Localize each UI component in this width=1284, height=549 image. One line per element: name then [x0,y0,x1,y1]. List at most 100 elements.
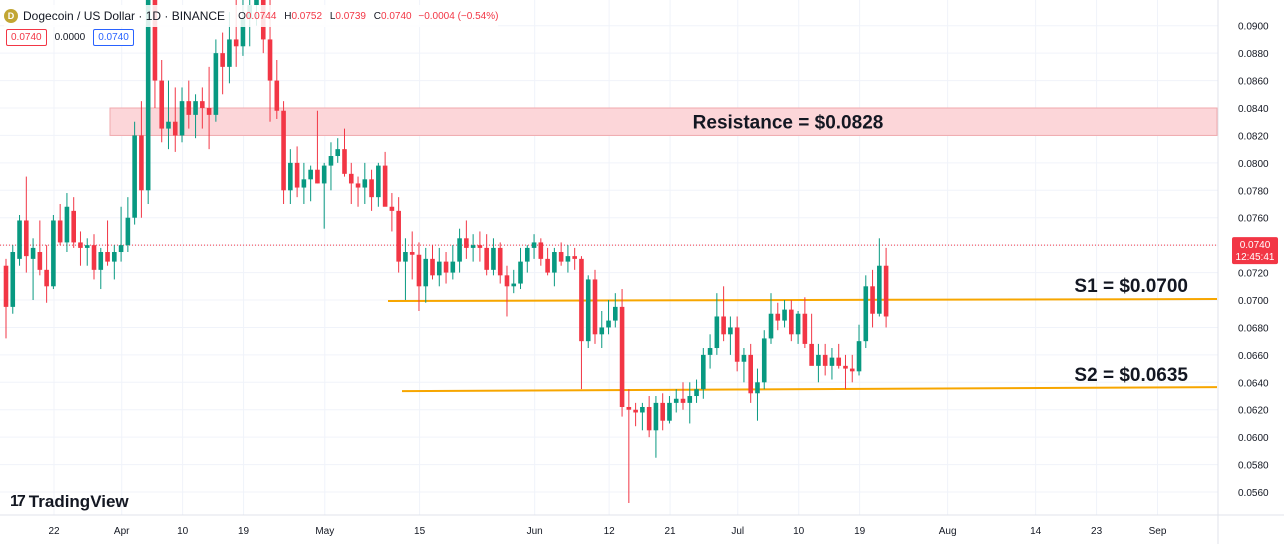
candle [470,234,476,262]
candle [24,176,29,273]
candle [761,330,767,390]
sell-price-box[interactable]: 0.0740 [6,29,47,46]
candle-body [640,406,645,413]
candle [863,275,869,349]
candle-body [294,162,300,188]
candle-body [78,242,83,248]
candle-body [626,406,632,410]
candle-body [30,247,36,259]
candle [734,316,740,372]
candle [186,80,192,129]
candle [558,242,564,266]
candle-body [315,169,320,184]
candle [281,101,286,205]
candle [457,228,462,273]
candle [288,149,293,205]
candle-body [538,242,544,259]
candle [552,247,557,287]
candle-body [362,179,368,188]
candle [430,245,435,280]
candle [30,238,36,301]
candle [809,313,814,366]
candle-body [491,247,496,270]
candle-body [382,165,388,207]
candle-body [342,149,347,174]
candle [802,297,808,349]
candle [667,396,672,424]
candle-body [633,409,638,413]
candle [200,87,205,129]
candle [673,389,679,413]
candle-body [856,341,862,372]
candle [403,238,408,301]
y-tick-label: 0.0860 [1238,77,1269,88]
candle-body [193,101,198,115]
candle-body [64,206,70,243]
candle-body [24,220,29,257]
candle-body [348,173,354,184]
candle-body [139,135,144,191]
y-tick-label: 0.0680 [1238,323,1269,334]
x-tick-label: 12 [604,526,616,537]
candle [423,247,429,303]
candle [531,234,537,259]
candle-body [112,252,117,262]
y-tick-label: 0.0580 [1238,461,1269,472]
candle-body [849,368,855,372]
candle-body [863,286,869,342]
price-boxes: 0.0740 0.0000 0.0740 [6,29,134,46]
candle [653,396,659,458]
last-price-value: 0.0740 [1240,240,1271,251]
candle-body [694,389,699,397]
candle-body [430,258,435,276]
candle-body [646,406,652,431]
candle-body [497,247,503,276]
candle [782,300,787,328]
y-tick-label: 0.0900 [1238,22,1269,33]
candle-body [484,247,489,270]
candle [389,193,395,232]
low-label: L [329,10,336,22]
candle [206,66,212,150]
buy-price-box[interactable]: 0.0740 [93,29,134,46]
candle [98,247,104,290]
candle [193,94,198,139]
candle [789,300,794,342]
candle-body [524,247,530,262]
symbol-title[interactable]: Dogecoin / US Dollar · 1D · BINANCE [23,9,226,23]
candle [44,245,49,303]
candle [822,343,828,376]
candle [37,220,43,276]
candle-body [91,245,97,270]
high-label: H [284,10,292,22]
ohlc-readout: O0.0744 H0.0752 L0.0739 C0.0740 −0.0004 … [233,11,498,22]
candle-body [816,354,821,366]
candle-body [118,245,124,253]
candle-body [416,254,422,287]
candle [355,176,361,207]
candle [450,245,456,280]
candle-body [782,309,787,321]
candle [646,396,652,438]
last-price-countdown: 12:45:41 [1236,252,1275,263]
candle [714,293,720,355]
candle-body [721,316,726,335]
tradingview-logo[interactable]: 17 TradingView [10,492,129,512]
candle-body [179,101,185,136]
candle-body [186,101,192,115]
candle-body [355,183,361,188]
candle [172,87,178,152]
candle [64,193,70,253]
candle-body [369,179,374,198]
candle-body [132,135,137,218]
candle [301,162,307,205]
candle-body [308,169,313,180]
candle [565,245,571,273]
candle-body [423,258,429,287]
x-tick-label: 15 [414,526,426,537]
y-tick-label: 0.0640 [1238,378,1269,389]
last-price-tag-bg [1232,237,1278,265]
candle [382,151,388,207]
candle [877,238,882,317]
